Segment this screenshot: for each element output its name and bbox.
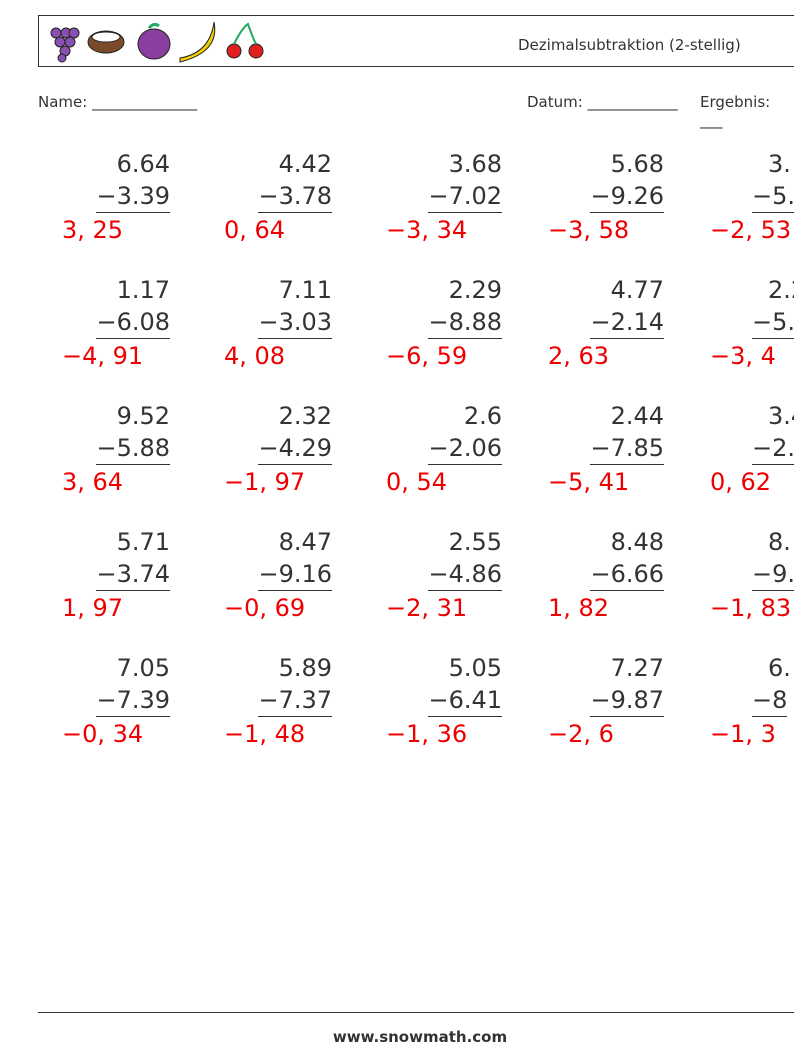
subtrahend: −5. (752, 182, 794, 213)
header-box (38, 15, 794, 67)
date-field: Datum: ____________ (527, 93, 678, 111)
answer: −3, 34 (386, 216, 468, 244)
subtrahend: −9.16 (258, 560, 332, 591)
answer: −1, 83 (710, 594, 792, 622)
subtrahend: −5.6 (752, 308, 794, 339)
minuend: 8.48 (610, 528, 664, 556)
minuend: 5.68 (610, 150, 664, 178)
answer: 4, 08 (224, 342, 286, 370)
footer: www.snowmath.com (332, 1028, 508, 1046)
name-field: Name: ______________ (38, 93, 198, 111)
subtrahend: −9.87 (590, 686, 664, 717)
minuend: 7.05 (116, 654, 170, 682)
subtrahend: −3.78 (258, 182, 332, 213)
subtrahend: −7.37 (258, 686, 332, 717)
minuend: 7.11 (278, 276, 332, 304)
subtrahend: −7.85 (590, 434, 664, 465)
minuend: 3.68 (448, 150, 502, 178)
answer: −3, 4 (710, 342, 776, 370)
subtrahend: −9. (752, 560, 794, 591)
answer: 3, 25 (62, 216, 124, 244)
answer: −6, 59 (386, 342, 468, 370)
subtrahend: −2.06 (428, 434, 502, 465)
answer: −2, 53 (710, 216, 792, 244)
minuend: 5.89 (278, 654, 332, 682)
minuend: 8.47 (278, 528, 332, 556)
answer: 2, 63 (548, 342, 610, 370)
answer: −5, 41 (548, 468, 630, 496)
answer: −0, 69 (224, 594, 306, 622)
subtrahend: −5.88 (96, 434, 170, 465)
minuend: 6. (768, 654, 791, 682)
minuend: 7.27 (610, 654, 664, 682)
answer: −1, 3 (710, 720, 776, 748)
answer: −1, 48 (224, 720, 306, 748)
result-field: Ergebnis: ___ (700, 93, 771, 129)
minuend: 2.32 (278, 402, 332, 430)
subtrahend: −4.29 (258, 434, 332, 465)
answer: −3, 58 (548, 216, 630, 244)
minuend: 2.44 (610, 402, 664, 430)
subtrahend: −2.8 (752, 434, 794, 465)
minuend: 2.55 (448, 528, 502, 556)
minuend: 3.4 (768, 402, 794, 430)
subtrahend: −7.39 (96, 686, 170, 717)
answer: 1, 97 (62, 594, 124, 622)
subtrahend: −8 (752, 686, 788, 717)
subtrahend: −3.74 (96, 560, 170, 591)
footer-line (38, 1012, 794, 1013)
minuend: 2.29 (448, 276, 502, 304)
minuend: 5.71 (116, 528, 170, 556)
minuend: 5.05 (448, 654, 502, 682)
subtrahend: −3.03 (258, 308, 332, 339)
minuend: 4.42 (278, 150, 332, 178)
subtrahend: −7.02 (428, 182, 502, 213)
answer: −0, 34 (62, 720, 144, 748)
subtrahend: −2.14 (590, 308, 664, 339)
minuend: 6.64 (116, 150, 170, 178)
answer: −1, 97 (224, 468, 306, 496)
answer: −4, 91 (62, 342, 144, 370)
minuend: 8. (768, 528, 791, 556)
answer: 0, 54 (386, 468, 448, 496)
minuend: 2.6 (463, 402, 502, 430)
minuend: 9.52 (116, 402, 170, 430)
title: Dezimalsubtraktion (2-stellig) (518, 36, 741, 54)
fruit-icons (50, 21, 264, 63)
answer: −2, 31 (386, 594, 468, 622)
subtrahend: −6.66 (590, 560, 664, 591)
minuend: 3. (768, 150, 791, 178)
answer: −1, 36 (386, 720, 468, 748)
answer: 3, 64 (62, 468, 124, 496)
subtrahend: −6.41 (428, 686, 502, 717)
minuend: 4.77 (610, 276, 664, 304)
subtrahend: −9.26 (590, 182, 664, 213)
minuend: 1.17 (116, 276, 170, 304)
answer: 0, 64 (224, 216, 286, 244)
answer: 1, 82 (548, 594, 610, 622)
subtrahend: −8.88 (428, 308, 502, 339)
answer: −2, 6 (548, 720, 614, 748)
answer: 0, 62 (710, 468, 772, 496)
minuend: 2.2 (768, 276, 794, 304)
subtrahend: −3.39 (96, 182, 170, 213)
subtrahend: −4.86 (428, 560, 502, 591)
subtrahend: −6.08 (96, 308, 170, 339)
